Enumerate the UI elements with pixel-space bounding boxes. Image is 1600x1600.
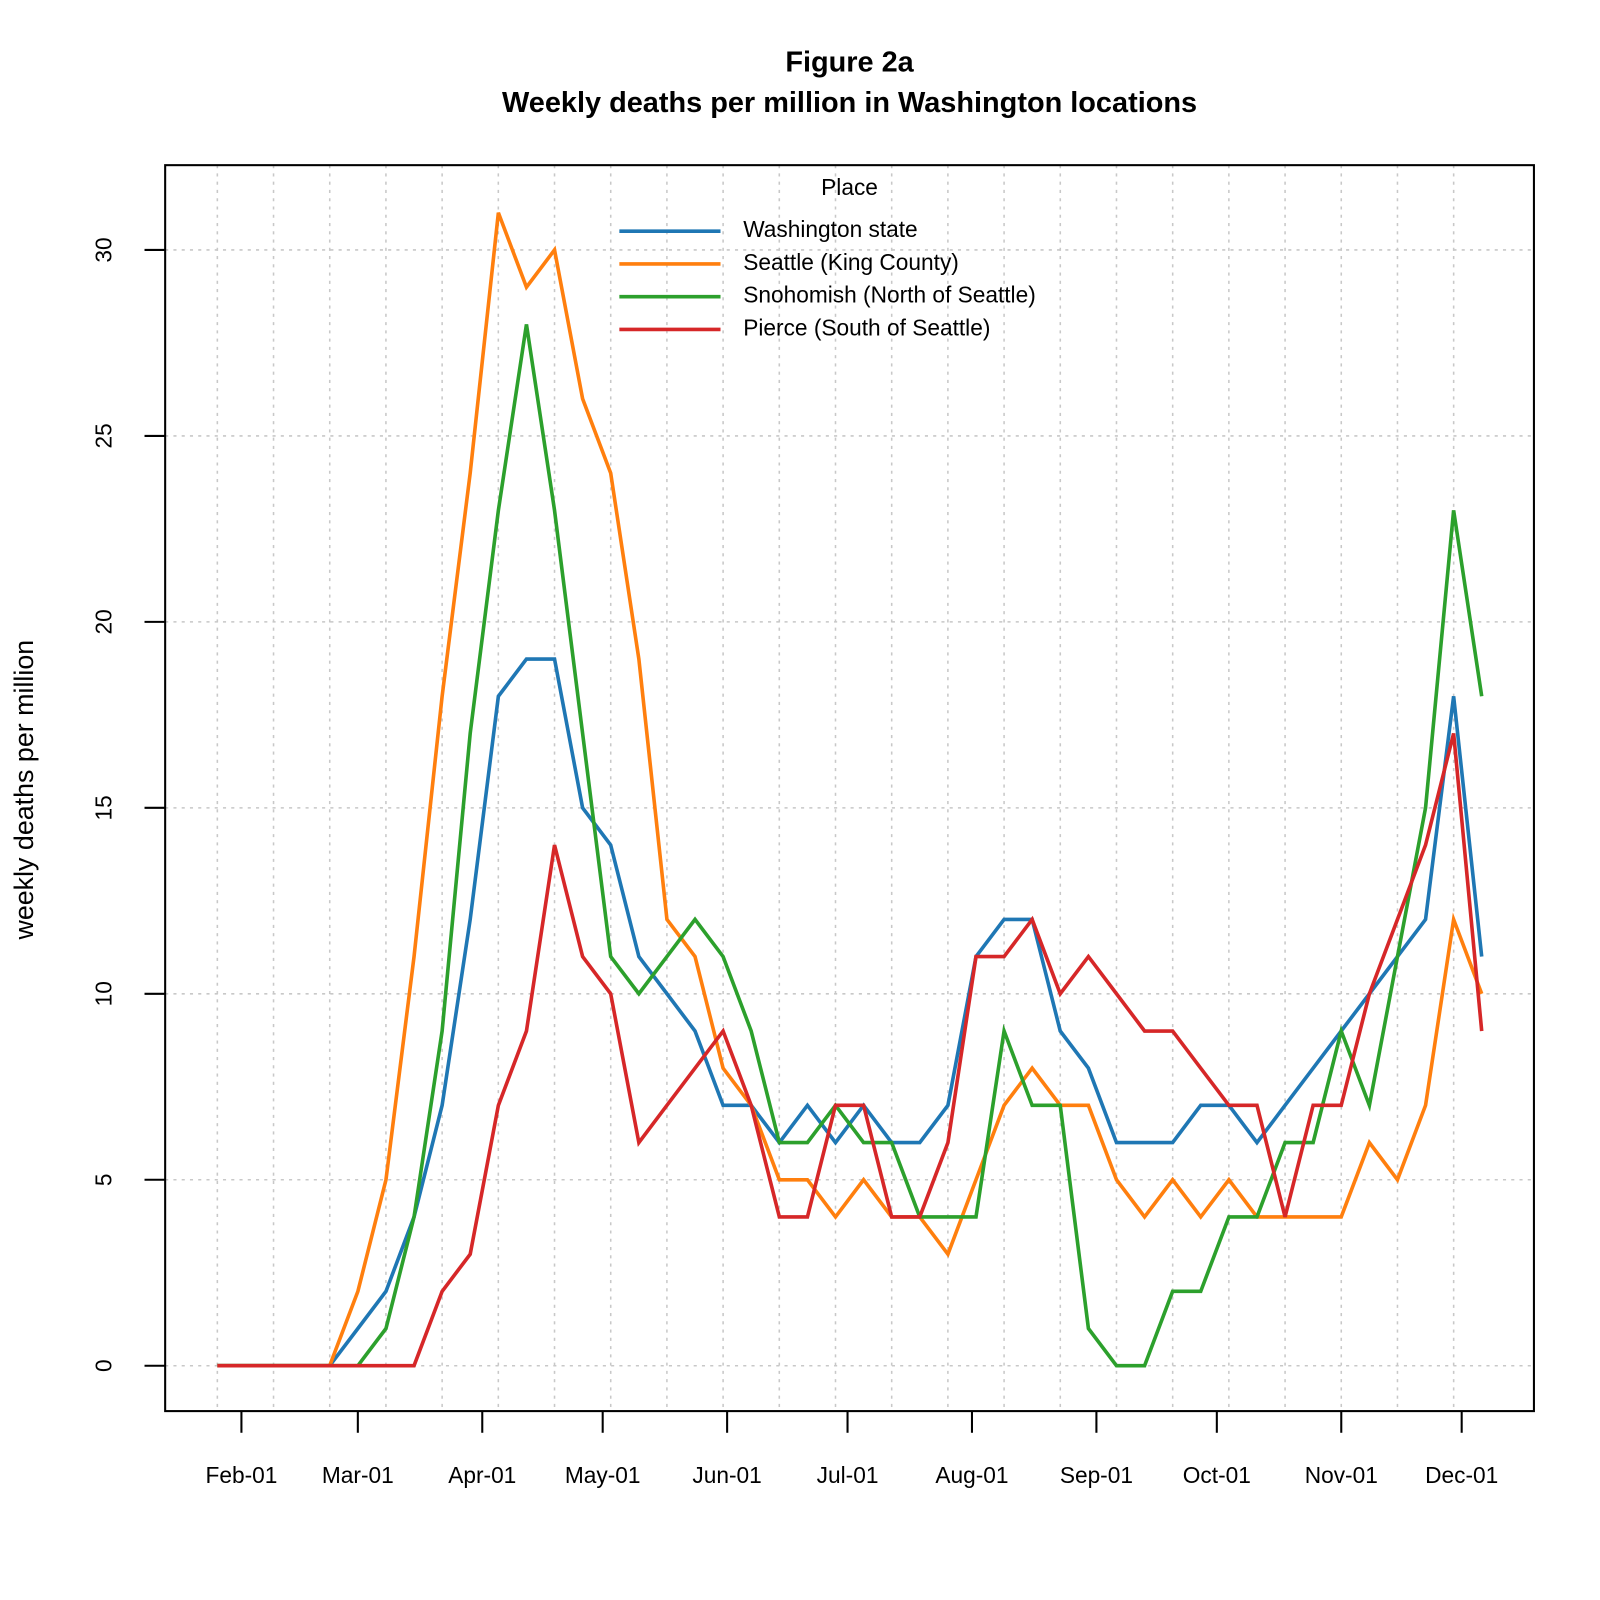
legend: Place Washington state Seattle (King Count… — [619, 174, 1036, 340]
x-tick-label: Jul-01 — [817, 1462, 879, 1488]
y-tick-label: 5 — [90, 1173, 116, 1186]
x-tick-label: Feb-01 — [205, 1462, 277, 1488]
y-tick-label: 15 — [90, 795, 116, 820]
legend-label: Snohomish (North of Seattle) — [743, 282, 1036, 308]
x-tick-label: Dec-01 — [1425, 1462, 1498, 1488]
series-line — [217, 324, 1484, 1368]
legend-label: Seattle (King County) — [743, 249, 959, 275]
y-tick-label: 20 — [90, 609, 116, 634]
y-tick-label: 25 — [90, 423, 116, 448]
y-tick-label: 0 — [90, 1359, 116, 1372]
series-line — [217, 732, 1484, 1368]
legend-title: Place — [821, 174, 878, 200]
x-tick-label: Nov-01 — [1305, 1462, 1378, 1488]
chart-title: Figure 2a — [785, 47, 914, 79]
legend-label: Pierce (South of Seattle) — [743, 314, 990, 340]
x-tick-label: Jun-01 — [692, 1462, 761, 1488]
plot-frame — [164, 164, 1535, 1413]
x-tick-label: Mar-01 — [322, 1462, 394, 1488]
x-tick-label: Apr-01 — [448, 1462, 516, 1488]
x-tick-label: Sep-01 — [1060, 1462, 1133, 1488]
legend-label: Washington state — [743, 216, 917, 242]
y-tick-label: 10 — [90, 981, 116, 1006]
y-axis-label: weekly deaths per million — [9, 640, 39, 941]
y-tick-label: 30 — [90, 237, 116, 262]
series-line — [217, 212, 1484, 1368]
chart-subtitle: Weekly deaths per million in Washington … — [502, 87, 1197, 119]
x-tick-label: May-01 — [565, 1462, 641, 1488]
x-tick-label: Aug-01 — [935, 1462, 1008, 1488]
x-tick-label: Oct-01 — [1183, 1462, 1251, 1488]
